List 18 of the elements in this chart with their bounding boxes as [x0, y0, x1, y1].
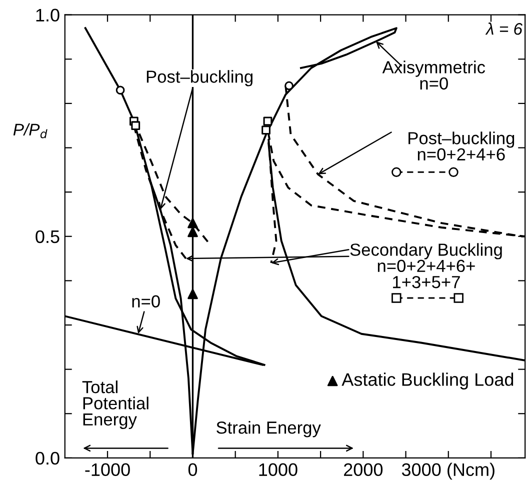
y-tick-label: 1.0: [36, 8, 60, 22]
x-tick-label: 1000: [259, 463, 298, 476]
annotation: Secondary Buckling n=0+2+4+6+ 1+3+5+7: [350, 243, 502, 288]
annotation: λ = 6: [485, 22, 523, 35]
annotation: Strain Energy: [216, 421, 321, 438]
y-tick-label: 0.0: [36, 452, 60, 465]
y-tick-label: 0.5: [36, 230, 60, 244]
x-tick-label: 2000: [344, 463, 383, 476]
annotation: Post–buckling: [146, 70, 252, 86]
x-tick-label: 0: [188, 463, 198, 476]
annotation: Axisymmetric n=0: [382, 60, 486, 90]
y-axis-title: P/P$_{d}$: [13, 123, 48, 138]
annotation: Post–buckling n=0+2+4+6: [408, 132, 514, 161]
x-tick-label: -1000: [85, 463, 130, 476]
legend-label: Astatic Buckling Load: [342, 372, 514, 390]
annotation: n=0: [132, 295, 160, 308]
annotation: Total Potential Energy: [82, 380, 148, 430]
x-tick-label: 3000 (Ncm): [402, 462, 494, 480]
